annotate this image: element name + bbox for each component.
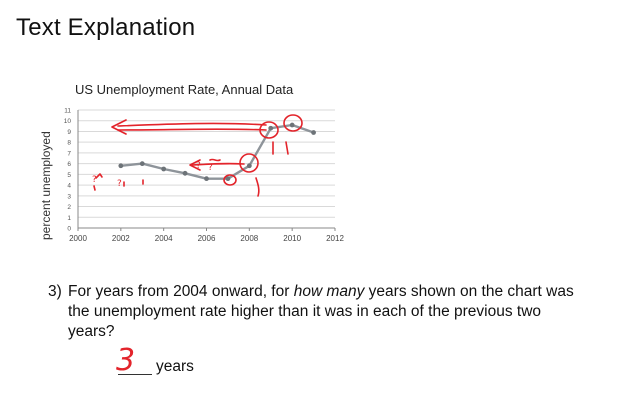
y-tick-9: 9 [67, 129, 71, 136]
annotation-mark-2: ? [196, 161, 201, 171]
point-2010 [289, 122, 295, 128]
series-0-line [120, 123, 314, 180]
point-2006 [204, 176, 209, 182]
annotation-arrow-left-long [117, 122, 267, 127]
annotation-arrow-left-long-b [117, 128, 267, 131]
y-tick-4: 4 [67, 183, 71, 190]
point-2009 [268, 125, 274, 131]
y-tick-11: 11 [64, 108, 71, 115]
question-emphasis: how many [293, 283, 365, 300]
point-2008 [246, 163, 252, 169]
annotation-circle-2007 [223, 174, 237, 186]
y-tick-8: 8 [67, 140, 71, 147]
point-2003 [139, 161, 145, 167]
chart-axes [77, 110, 336, 231]
x-tick-2010: 2010 [283, 234, 301, 243]
y-tick-10: 10 [64, 118, 72, 125]
y-tick-5: 5 [67, 172, 71, 179]
y-tick-labels: 0 1 2 3 4 5 6 7 8 9 10 11 [64, 108, 72, 233]
annotation-arrowhead-left-short [189, 159, 201, 171]
annotation-tick-5 [255, 177, 260, 197]
annotation-circle-2009 [259, 121, 279, 139]
answer-value: 3 [116, 343, 135, 376]
question-text: For years from 2004 onward, for how many… [68, 282, 588, 342]
annotation-circle-2010 [283, 114, 303, 132]
question-text-before: For years from 2004 onward, for [68, 283, 294, 300]
y-tick-7: 7 [67, 150, 71, 157]
handwritten-annotations [93, 114, 303, 197]
point-2005 [182, 170, 188, 176]
annotation-tick-8 [209, 158, 221, 162]
annotation-question-marks: ???? [92, 161, 213, 189]
answer-blank-line [118, 374, 152, 375]
y-tick-3: 3 [67, 193, 71, 200]
chart-title: US Unemployment Rate, Annual Data [75, 82, 294, 97]
point-2002 [118, 163, 124, 169]
page-title: Text Explanation [16, 14, 196, 41]
annotation-tick-1 [95, 173, 103, 179]
answer-unit: years [156, 358, 194, 375]
annotation-mark-1: ? [117, 179, 122, 189]
x-tick-2000: 2000 [69, 234, 87, 243]
answer-area: 3 years [112, 342, 312, 382]
y-axis-label: percent unemployed [39, 131, 53, 240]
annotation-tick-2 [93, 185, 96, 191]
series-points [118, 122, 316, 182]
x-tick-2008: 2008 [240, 234, 258, 243]
y-tick-6: 6 [67, 161, 71, 168]
annotation-mark-3: ? [208, 163, 213, 173]
question-number: 3) [48, 283, 62, 300]
x-tick-labels: 2000 2002 2004 2006 2008 2010 2012 [69, 234, 344, 243]
point-2011 [311, 130, 316, 135]
annotation-mark-0: ? [92, 175, 97, 185]
x-tick-2006: 2006 [198, 234, 216, 243]
question-text-after: years shown on the chart was the unemplo… [68, 283, 574, 340]
x-tick-2004: 2004 [155, 234, 173, 243]
y-tick-2: 2 [67, 204, 71, 211]
point-2007 [225, 176, 231, 182]
handwritten-answer: 3 [116, 343, 135, 376]
annotation-tick-7 [285, 141, 289, 155]
point-2004 [161, 166, 167, 172]
annotation-circle-2008 [239, 153, 259, 173]
annotation-arrowhead-left-long [111, 119, 127, 135]
y-tick-1: 1 [67, 215, 71, 222]
x-tick-2002: 2002 [112, 234, 130, 243]
y-tick-0: 0 [67, 226, 71, 233]
x-tick-2012: 2012 [326, 234, 344, 243]
series-line [120, 123, 314, 180]
